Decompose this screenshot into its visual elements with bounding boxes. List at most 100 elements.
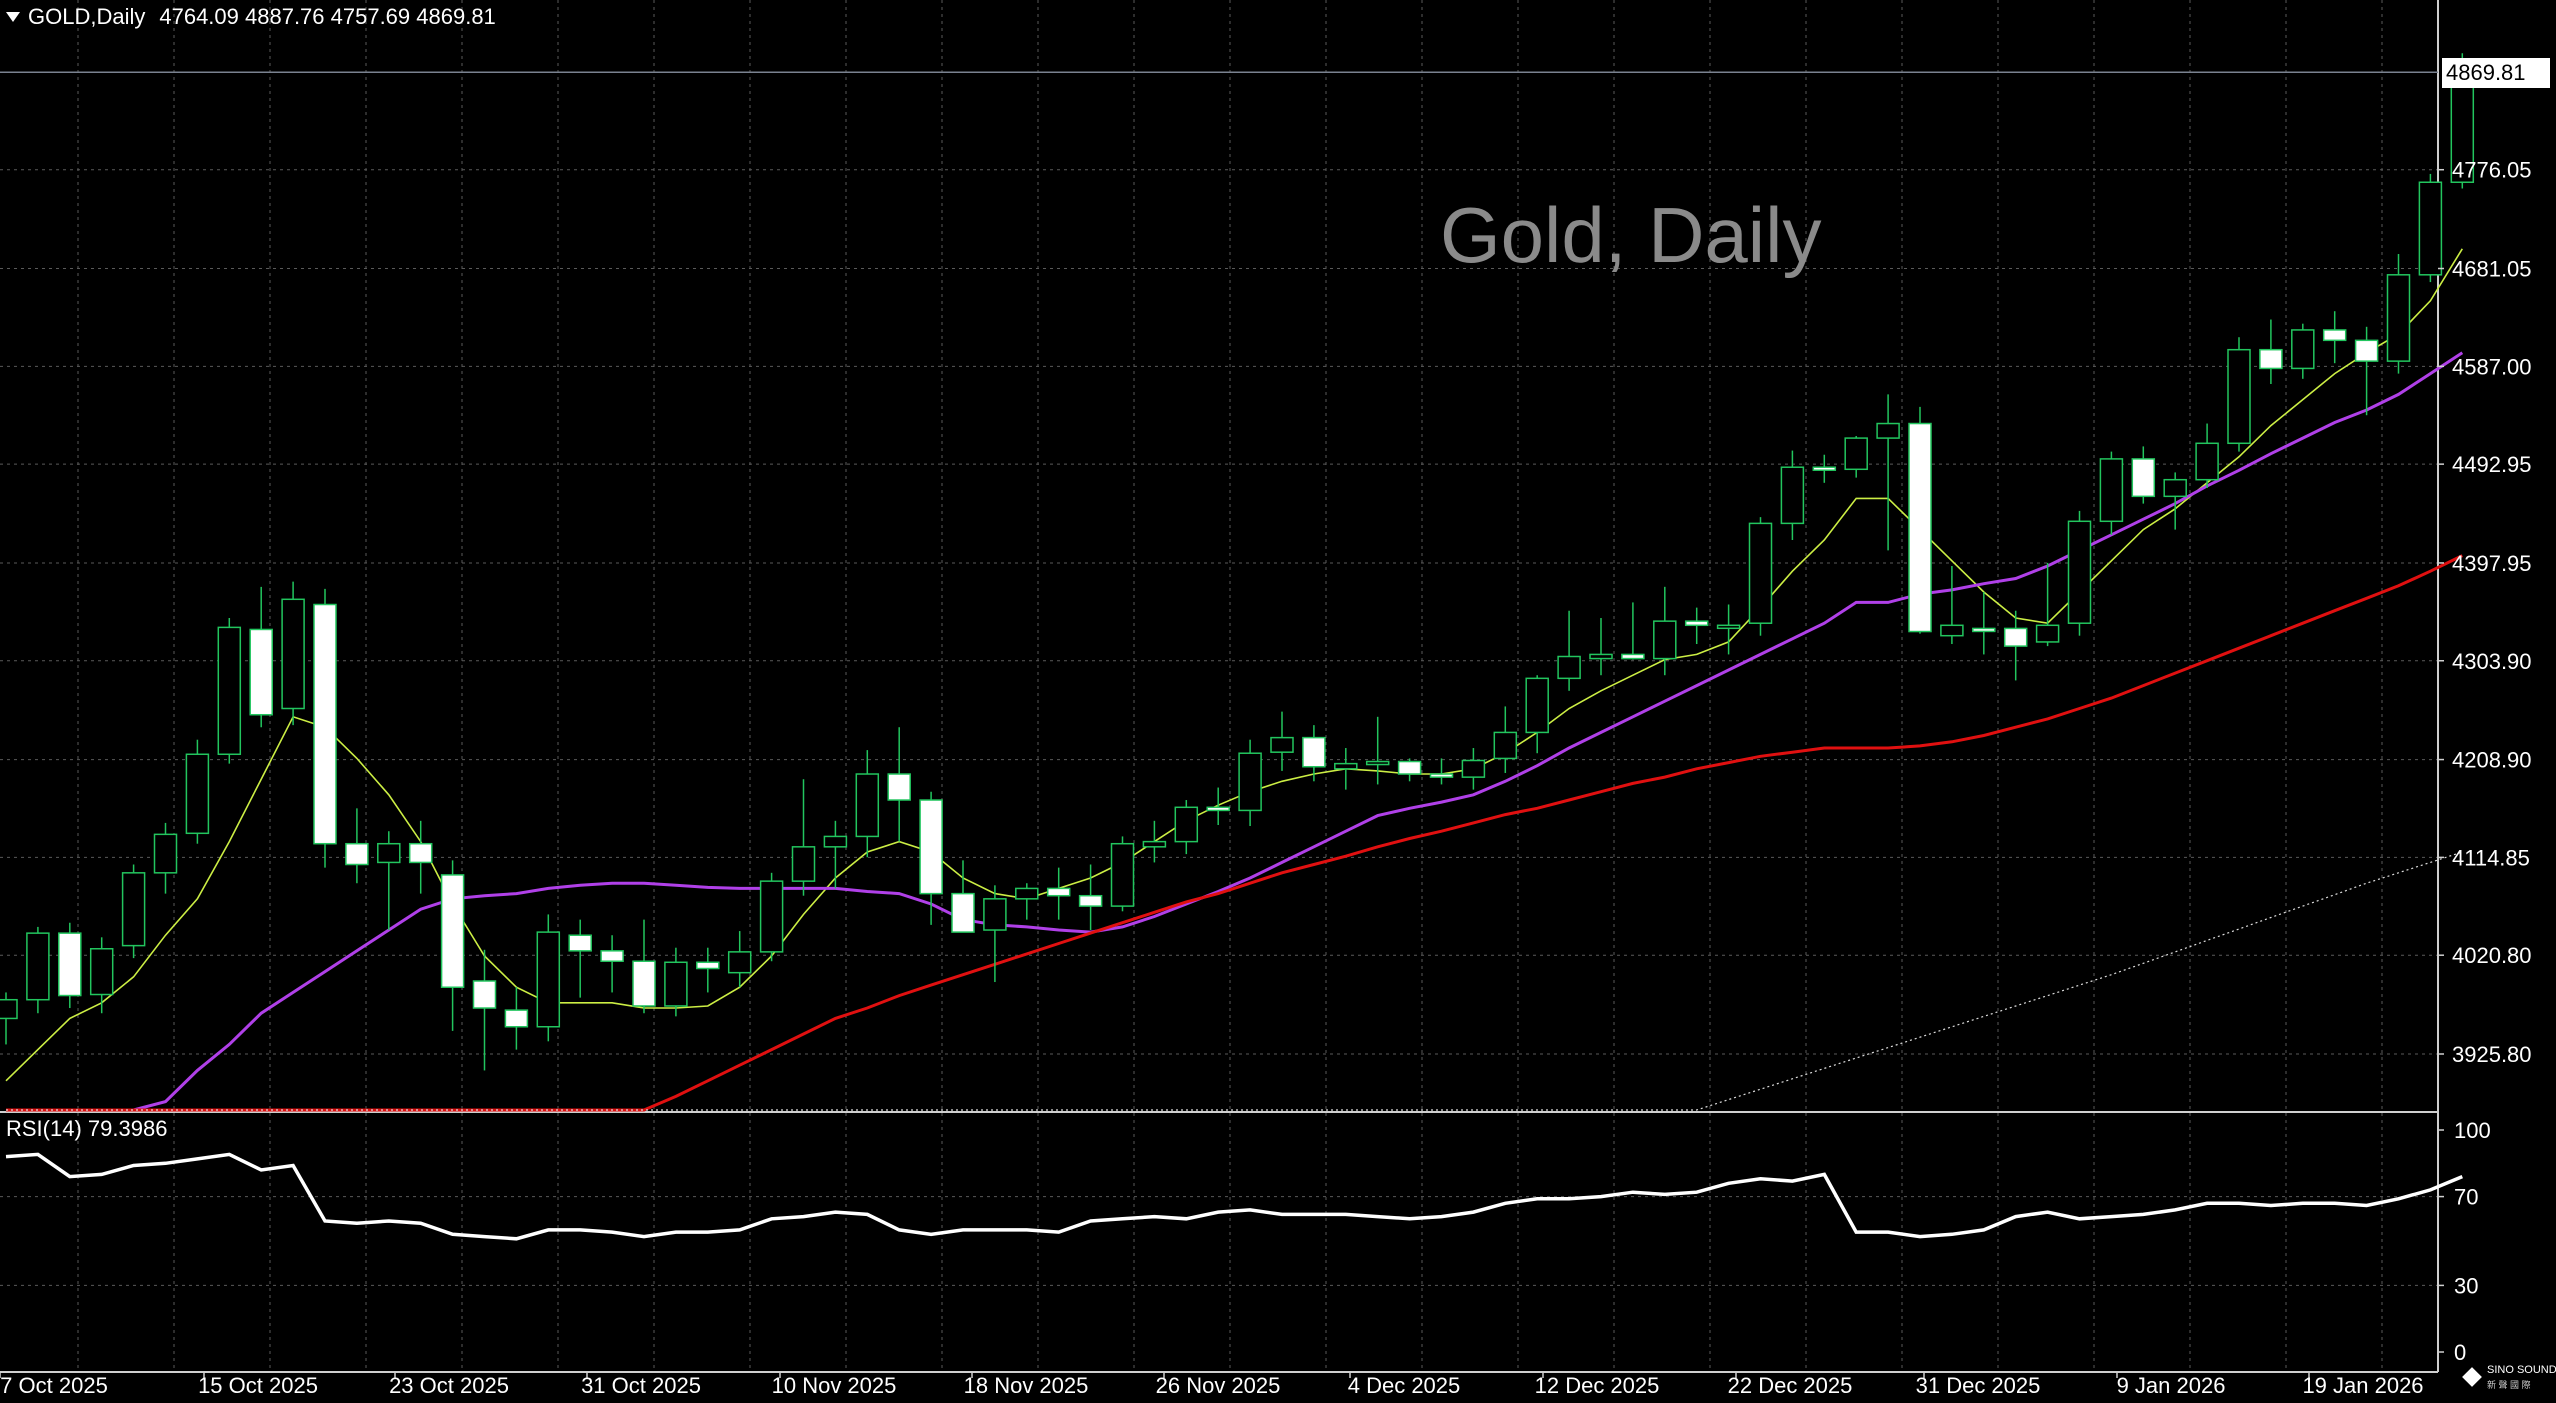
candle	[759, 880, 784, 953]
candle	[1206, 806, 1230, 812]
candle	[1621, 653, 1645, 660]
candle	[2322, 329, 2347, 342]
price-axis-label: 4492.95	[2452, 452, 2532, 477]
candle	[1238, 752, 1262, 812]
date-axis-label: 31 Oct 2025	[581, 1373, 701, 1398]
candle	[2163, 478, 2187, 498]
candle	[1908, 422, 1932, 633]
candle	[1302, 736, 1326, 768]
candle	[281, 598, 305, 710]
candle	[2291, 329, 2315, 370]
dropdown-triangle-icon[interactable]	[6, 12, 20, 23]
date-axis-label: 18 Nov 2025	[964, 1373, 1089, 1398]
candle	[1557, 655, 1581, 680]
price-axis-label: 4776.05	[2452, 158, 2532, 183]
moving-average-ma_mid	[6, 351, 2464, 1112]
candle	[1461, 759, 1486, 778]
candle	[1716, 624, 1741, 630]
candle	[1429, 773, 1454, 778]
symbol-label: GOLD,Daily	[28, 4, 146, 29]
candle	[600, 950, 624, 962]
price-axis-label: 3925.80	[2452, 1042, 2532, 1067]
candle	[664, 961, 688, 1007]
rsi-axis-label: 0	[2454, 1340, 2466, 1365]
candle	[1876, 422, 1900, 439]
candle	[855, 773, 880, 838]
moving-average-ma_fast	[5, 248, 2463, 1082]
date-axis-label: 26 Nov 2025	[1156, 1373, 1281, 1398]
candle	[919, 799, 943, 895]
candle	[26, 932, 50, 1001]
date-axis-label: 10 Nov 2025	[772, 1373, 897, 1398]
date-axis-label: 31 Dec 2025	[1916, 1373, 2041, 1398]
candle	[408, 842, 433, 864]
candle	[58, 932, 82, 997]
chart-header: GOLD,Daily 4764.09 4887.76 4757.69 4869.8…	[4, 4, 496, 30]
candle	[823, 835, 848, 848]
candle	[1270, 736, 1294, 753]
candle	[1493, 731, 1518, 760]
candle	[377, 842, 401, 864]
candle	[1748, 522, 1773, 624]
candle	[1589, 653, 1613, 660]
moving-average-ma_slow	[6, 554, 2463, 1112]
candle	[313, 603, 337, 845]
current-price-tag: 4869.81	[2442, 58, 2550, 88]
candle	[1812, 466, 1837, 471]
candle	[1015, 887, 1039, 900]
date-axis-label: 22 Dec 2025	[1728, 1373, 1853, 1398]
candle	[2386, 274, 2411, 362]
candle	[89, 947, 114, 996]
date-axis-label: 12 Dec 2025	[1535, 1373, 1660, 1398]
rsi-label: RSI(14) 79.3986	[6, 1116, 168, 1141]
candle	[504, 1009, 529, 1028]
rsi-line	[5, 1152, 2463, 1241]
candle	[1844, 437, 1868, 471]
rsi-axis-label: 100	[2454, 1118, 2491, 1143]
candle	[1078, 894, 1103, 907]
chart-watermark: Gold, Daily	[1440, 191, 1822, 279]
candle	[1365, 760, 1390, 766]
candle	[983, 898, 1007, 931]
rsi-axis-label: 70	[2454, 1185, 2478, 1210]
candle	[1046, 887, 1071, 897]
candle	[153, 833, 178, 874]
date-axis-label: 15 Oct 2025	[198, 1373, 318, 1398]
date-axis-label: 4 Dec 2025	[1348, 1373, 1461, 1398]
candle	[2131, 458, 2156, 498]
candle	[887, 773, 911, 801]
candle	[2003, 627, 2028, 647]
price-axis-label: 4587.00	[2452, 354, 2532, 379]
candle	[536, 931, 561, 1028]
rsi-axis-label: 30	[2454, 1273, 2478, 1298]
candle	[1940, 624, 1964, 637]
price-axis-label: 4020.80	[2452, 943, 2532, 968]
moving-average-ma_long	[6, 851, 2463, 1111]
price-axis-label: 4681.05	[2452, 257, 2532, 282]
candle	[1110, 842, 1135, 907]
candle	[632, 960, 656, 1007]
candle	[1780, 466, 1805, 525]
candle	[1174, 806, 1199, 843]
candle	[1653, 620, 1677, 660]
candle	[2067, 520, 2092, 624]
candle	[727, 951, 752, 974]
candle	[2195, 442, 2219, 481]
candle	[1525, 677, 1549, 734]
date-axis-label: 23 Oct 2025	[389, 1373, 509, 1398]
price-axis-label: 4114.85	[2452, 845, 2530, 870]
candle	[185, 753, 210, 835]
candle	[2259, 348, 2283, 370]
date-axis-label: 7 Oct 2025	[0, 1373, 108, 1398]
candle	[249, 628, 273, 716]
candle	[2354, 339, 2379, 362]
date-axis-label: 19 Jan 2026	[2302, 1373, 2423, 1398]
candle	[472, 980, 497, 1009]
candle	[1142, 840, 1167, 848]
logo-diamond-icon	[2462, 1367, 2482, 1387]
candle	[1972, 627, 1996, 633]
candle	[217, 626, 242, 756]
candle	[2418, 181, 2443, 276]
